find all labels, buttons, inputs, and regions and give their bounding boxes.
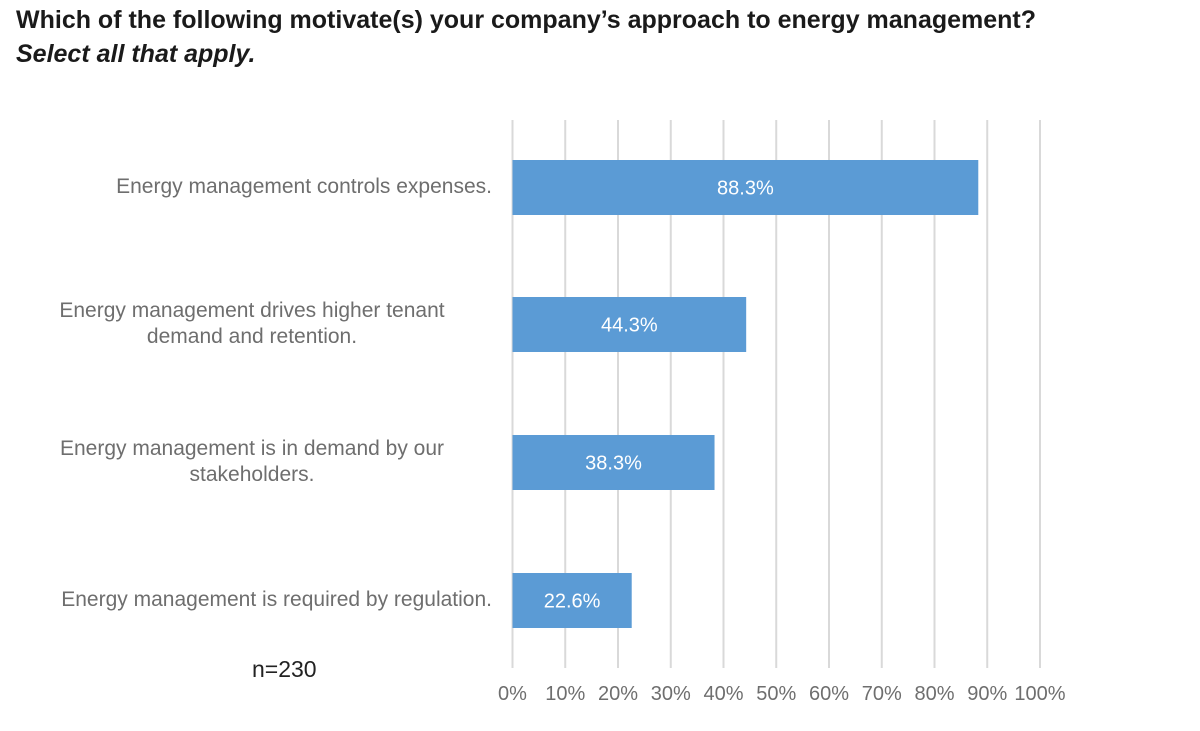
x-tick-label: 30% <box>651 683 691 705</box>
sample-size-note: n=230 <box>252 656 317 682</box>
category-label-line: Energy management drives higher tenant <box>59 298 445 322</box>
category-label: Energy management is required by regulat… <box>12 587 492 613</box>
bar-data-label: 38.3% <box>585 453 642 475</box>
x-tick-label: 40% <box>703 683 743 705</box>
bar <box>512 297 747 352</box>
category-label: Energy management drives higher tenant de… <box>12 298 492 350</box>
category-label-line: demand and retention. <box>146 324 358 348</box>
category-label-line: Energy management is in demand by our <box>59 436 445 460</box>
chart-subtitle: Select all that apply. <box>16 40 256 68</box>
bar-data-label: 22.6% <box>544 591 601 613</box>
bar <box>512 435 715 490</box>
bar <box>512 573 632 628</box>
x-tick-label: 60% <box>809 683 849 705</box>
bar-data-label: 44.3% <box>601 315 658 337</box>
x-tick-label: 100% <box>1014 683 1065 705</box>
bar <box>512 160 979 215</box>
x-tick-label: 80% <box>914 683 954 705</box>
category-label: Energy management controls expenses. <box>12 174 492 200</box>
chart-title: Which of the following motivate(s) your … <box>16 6 1037 34</box>
category-label-line: Energy management controls expenses. <box>116 174 492 198</box>
bar-data-label: 88.3% <box>717 178 774 200</box>
x-tick-label: 90% <box>967 683 1007 705</box>
category-label-line: stakeholders. <box>189 462 315 486</box>
category-label: Energy management is in demand by our sta… <box>12 436 492 488</box>
x-tick-label: 20% <box>598 683 638 705</box>
category-label-line: Energy management is required by regulat… <box>61 587 492 611</box>
x-tick-label: 70% <box>862 683 902 705</box>
x-tick-label: 50% <box>756 683 796 705</box>
x-tick-label: 0% <box>498 683 527 705</box>
x-tick-label: 10% <box>545 683 585 705</box>
